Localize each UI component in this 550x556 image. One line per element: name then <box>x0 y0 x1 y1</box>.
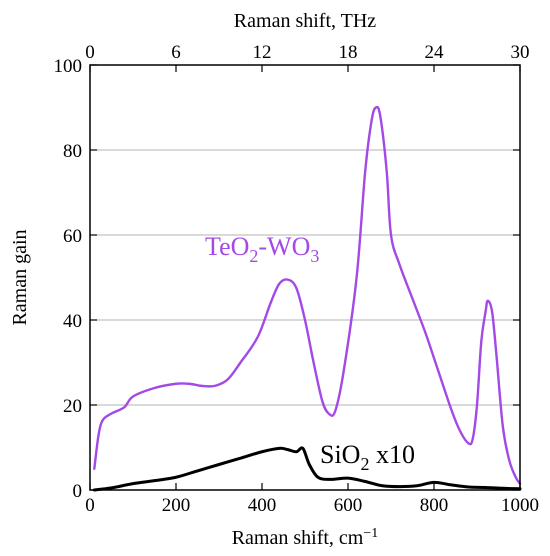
x2-tick-label: 12 <box>253 42 272 63</box>
series-line-teo2-wo3 <box>93 105 522 485</box>
y-tick-label: 0 <box>73 481 83 502</box>
plot-frame <box>89 64 521 491</box>
series-label-sio2-x10: SiO2 x10 <box>320 440 415 474</box>
x2-tick-label: 0 <box>85 42 95 63</box>
series-label-teo2-wo3: TeO2-WO3 <box>205 232 319 266</box>
y-tick-label: 20 <box>63 396 82 417</box>
x-tick-label: 600 <box>334 495 363 516</box>
y-tick-label: 100 <box>54 56 83 77</box>
x-tick-label: 800 <box>420 495 449 516</box>
axis-ticks: 0 200 400 600 800 1000 0 6 12 18 24 30 0 20 40 60 80 100 <box>54 42 540 516</box>
x-tick-label: 400 <box>248 495 277 516</box>
x-tick-label: 1000 <box>501 495 539 516</box>
left-axis-title: Raman gain <box>9 229 31 325</box>
top-axis-title: Raman shift, THz <box>234 10 377 32</box>
series-label-subscript: 2 <box>360 454 369 474</box>
series-line-sio2-x10 <box>92 446 522 492</box>
x2-tick-label: 24 <box>425 42 445 63</box>
x2-tick-label: 6 <box>171 42 181 63</box>
series-label-subscript: 3 <box>310 246 319 266</box>
x2-tick-label: 30 <box>511 42 530 63</box>
bottom-axis-title-text: Raman shift, cm <box>232 527 364 549</box>
y-tick-label: 40 <box>63 311 82 332</box>
series-label-text: -WO <box>258 232 310 261</box>
x2-tick-label: 18 <box>339 42 358 63</box>
x-tick-label: 200 <box>162 495 191 516</box>
x-tick-label: 0 <box>85 495 95 516</box>
series-label-text: TeO <box>205 232 249 261</box>
series-label-text: x10 <box>369 440 415 469</box>
y-tick-label: 60 <box>63 226 82 247</box>
y-tick-label: 80 <box>63 141 82 162</box>
series-label-text: SiO <box>320 440 360 469</box>
bottom-axis-title: Raman shift, cm−1 <box>232 526 379 549</box>
grid-lines <box>90 149 520 406</box>
series-label-subscript: 2 <box>249 246 258 266</box>
bottom-axis-title-unit-exponent: −1 <box>363 526 378 541</box>
